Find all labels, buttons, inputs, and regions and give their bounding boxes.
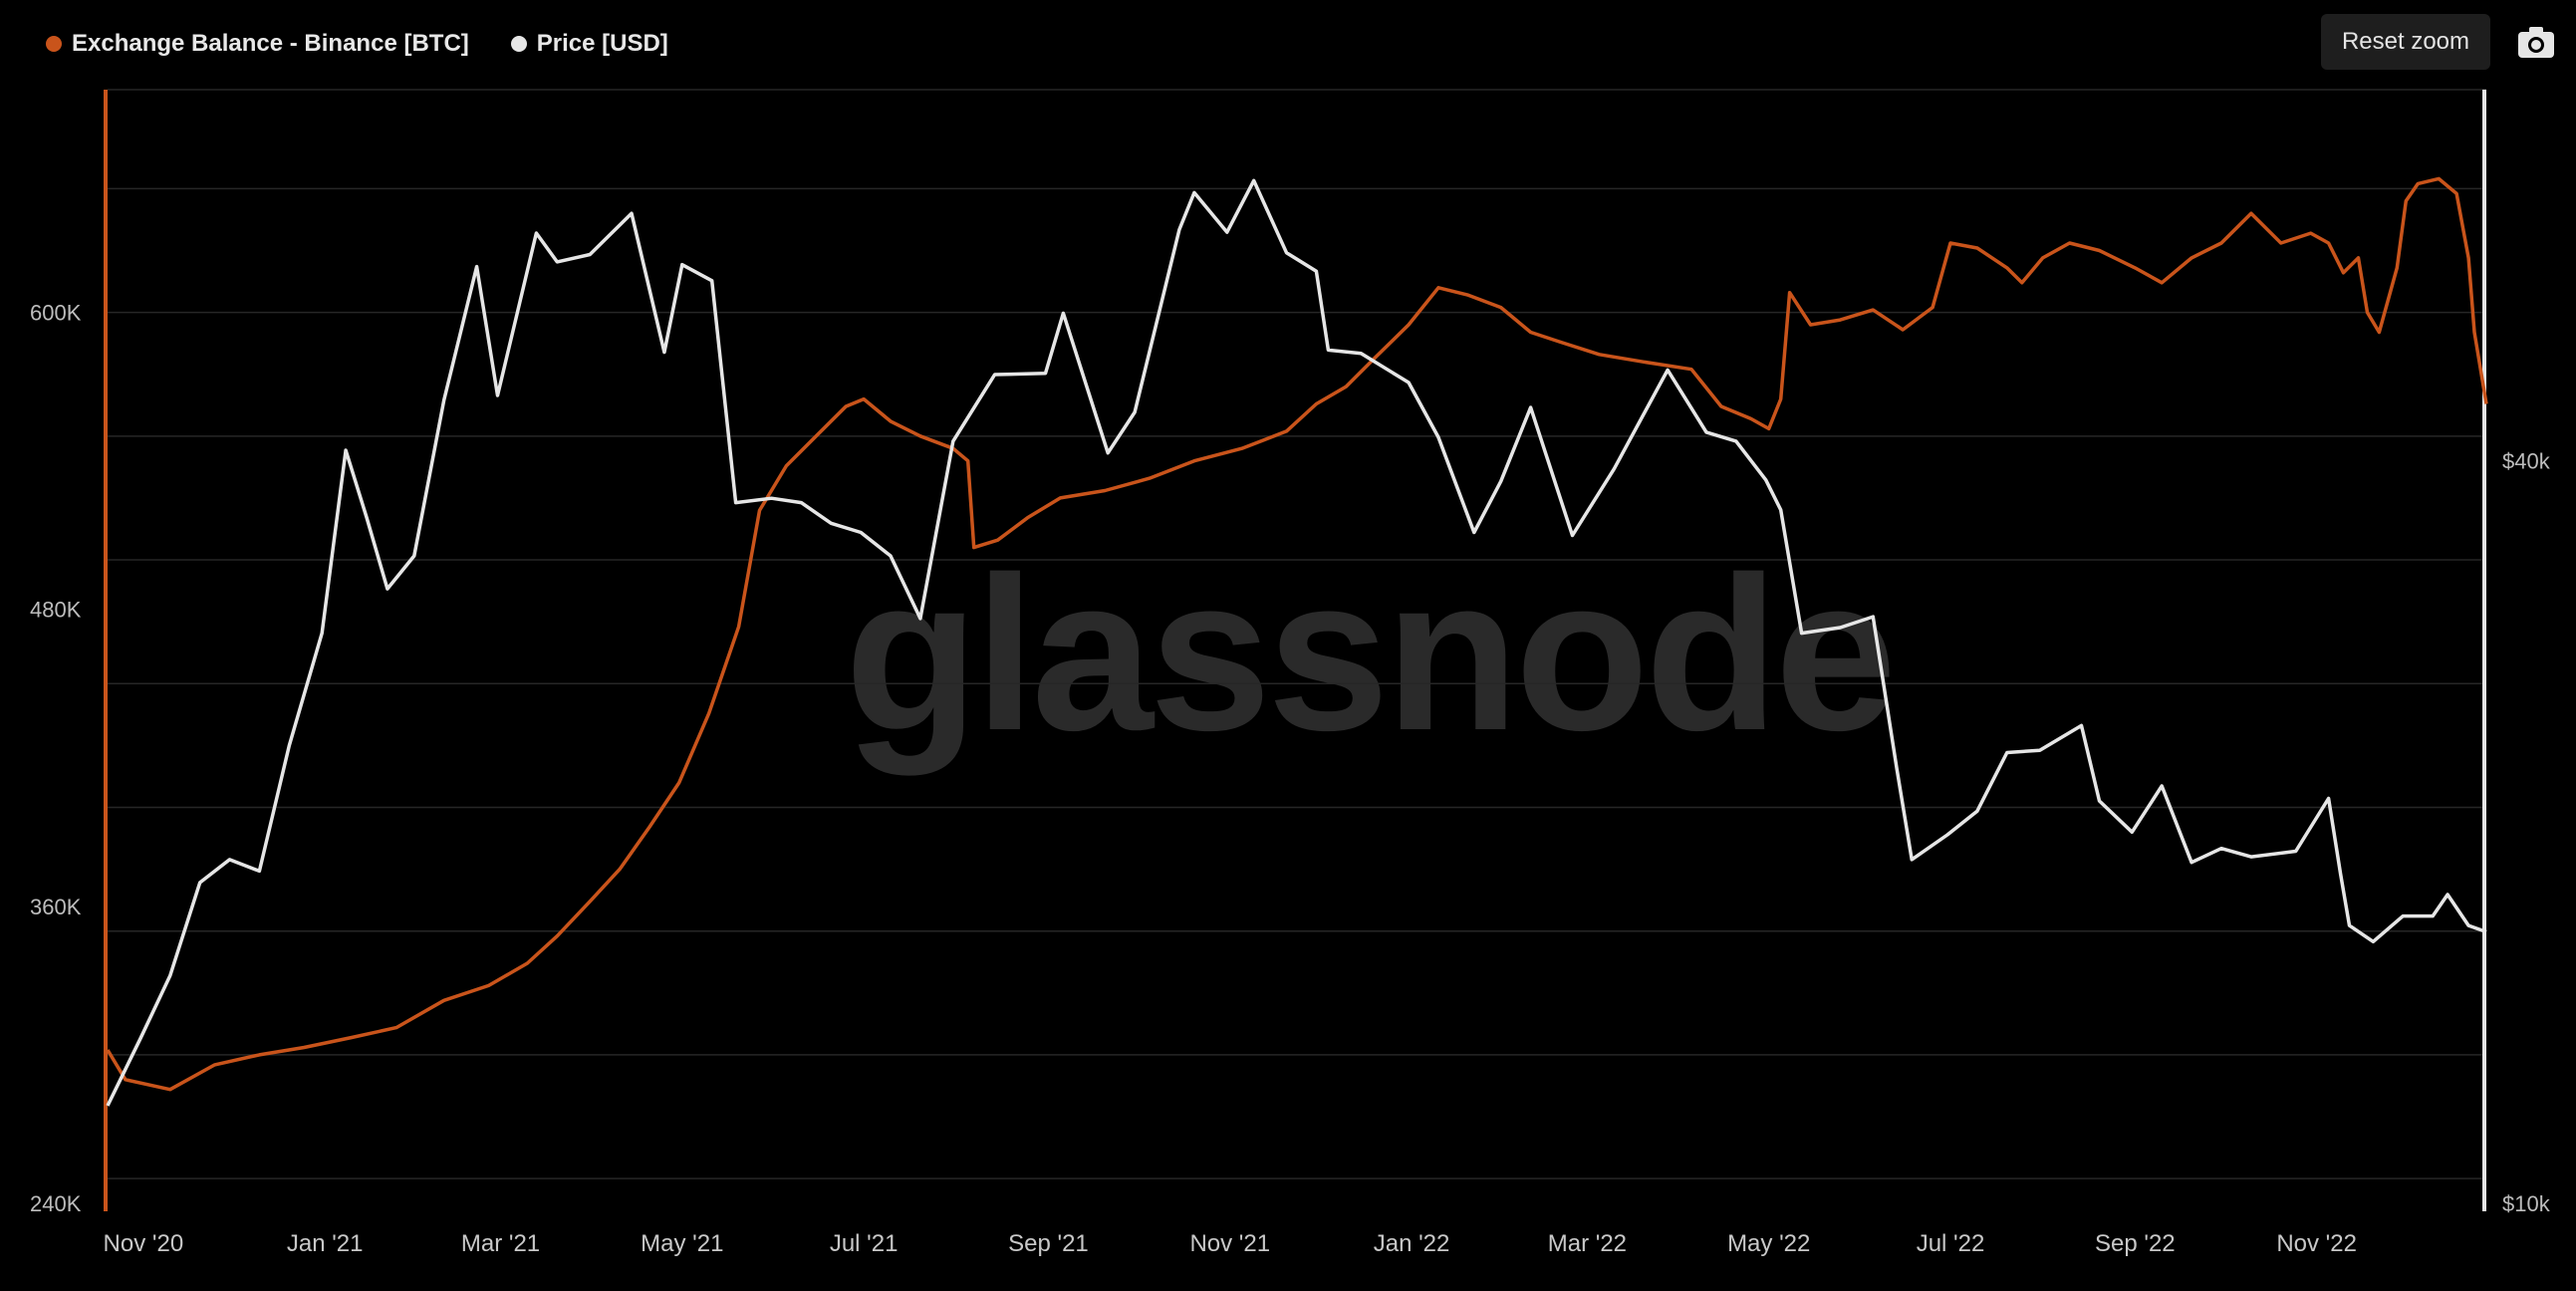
x-tick-11: Sep '22 xyxy=(2095,1230,2176,1257)
x-tick-10: Jul '22 xyxy=(1917,1230,1985,1257)
y-axis-left: 600K 480K 360K 240K xyxy=(30,90,108,1216)
legend-item-balance[interactable]: Exchange Balance - Binance [BTC] xyxy=(46,30,469,58)
x-tick-6: Nov '21 xyxy=(1189,1230,1270,1257)
camera-icon[interactable] xyxy=(2514,20,2558,64)
x-tick-8: Mar '22 xyxy=(1548,1230,1627,1257)
y-right-tick-0: $40k xyxy=(2502,449,2551,474)
x-tick-7: Jan '22 xyxy=(1374,1230,1450,1257)
x-axis: Nov '20 Jan '21 Mar '21 May '21 Jul '21 Sep '… xyxy=(104,1230,2357,1257)
legend-dot-balance-icon xyxy=(46,36,62,52)
reset-zoom-button[interactable]: Reset zoom xyxy=(2321,14,2490,70)
legend-label-balance: Exchange Balance - Binance [BTC] xyxy=(72,30,469,57)
y-right-tick-1: $10k xyxy=(2502,1191,2551,1216)
x-tick-4: Jul '21 xyxy=(830,1230,899,1257)
y-left-tick-3: 240K xyxy=(30,1191,82,1216)
x-tick-9: May '22 xyxy=(1727,1230,1810,1257)
series-lines xyxy=(106,176,2488,1107)
x-tick-12: Nov '22 xyxy=(2276,1230,2357,1257)
legend-dot-price-icon xyxy=(510,36,527,52)
y-axis-right: $40k $10k xyxy=(2482,90,2551,1216)
y-left-tick-1: 480K xyxy=(30,598,82,623)
x-tick-1: Jan '21 xyxy=(287,1230,364,1257)
y-left-tick-0: 600K xyxy=(30,301,82,326)
x-tick-5: Sep '21 xyxy=(1008,1230,1089,1257)
price-line xyxy=(106,178,2487,1107)
legend-label-price: Price [USD] xyxy=(536,30,668,57)
grid-lines xyxy=(108,89,2486,1179)
balance-line xyxy=(106,176,2488,1092)
legend: Exchange Balance - Binance [BTC] Price [… xyxy=(46,30,668,58)
y-left-tick-2: 360K xyxy=(30,895,82,919)
legend-item-price[interactable]: Price [USD] xyxy=(510,30,668,58)
x-tick-2: Mar '21 xyxy=(461,1230,540,1257)
x-tick-3: May '21 xyxy=(641,1230,723,1257)
x-tick-0: Nov '20 xyxy=(104,1230,184,1257)
